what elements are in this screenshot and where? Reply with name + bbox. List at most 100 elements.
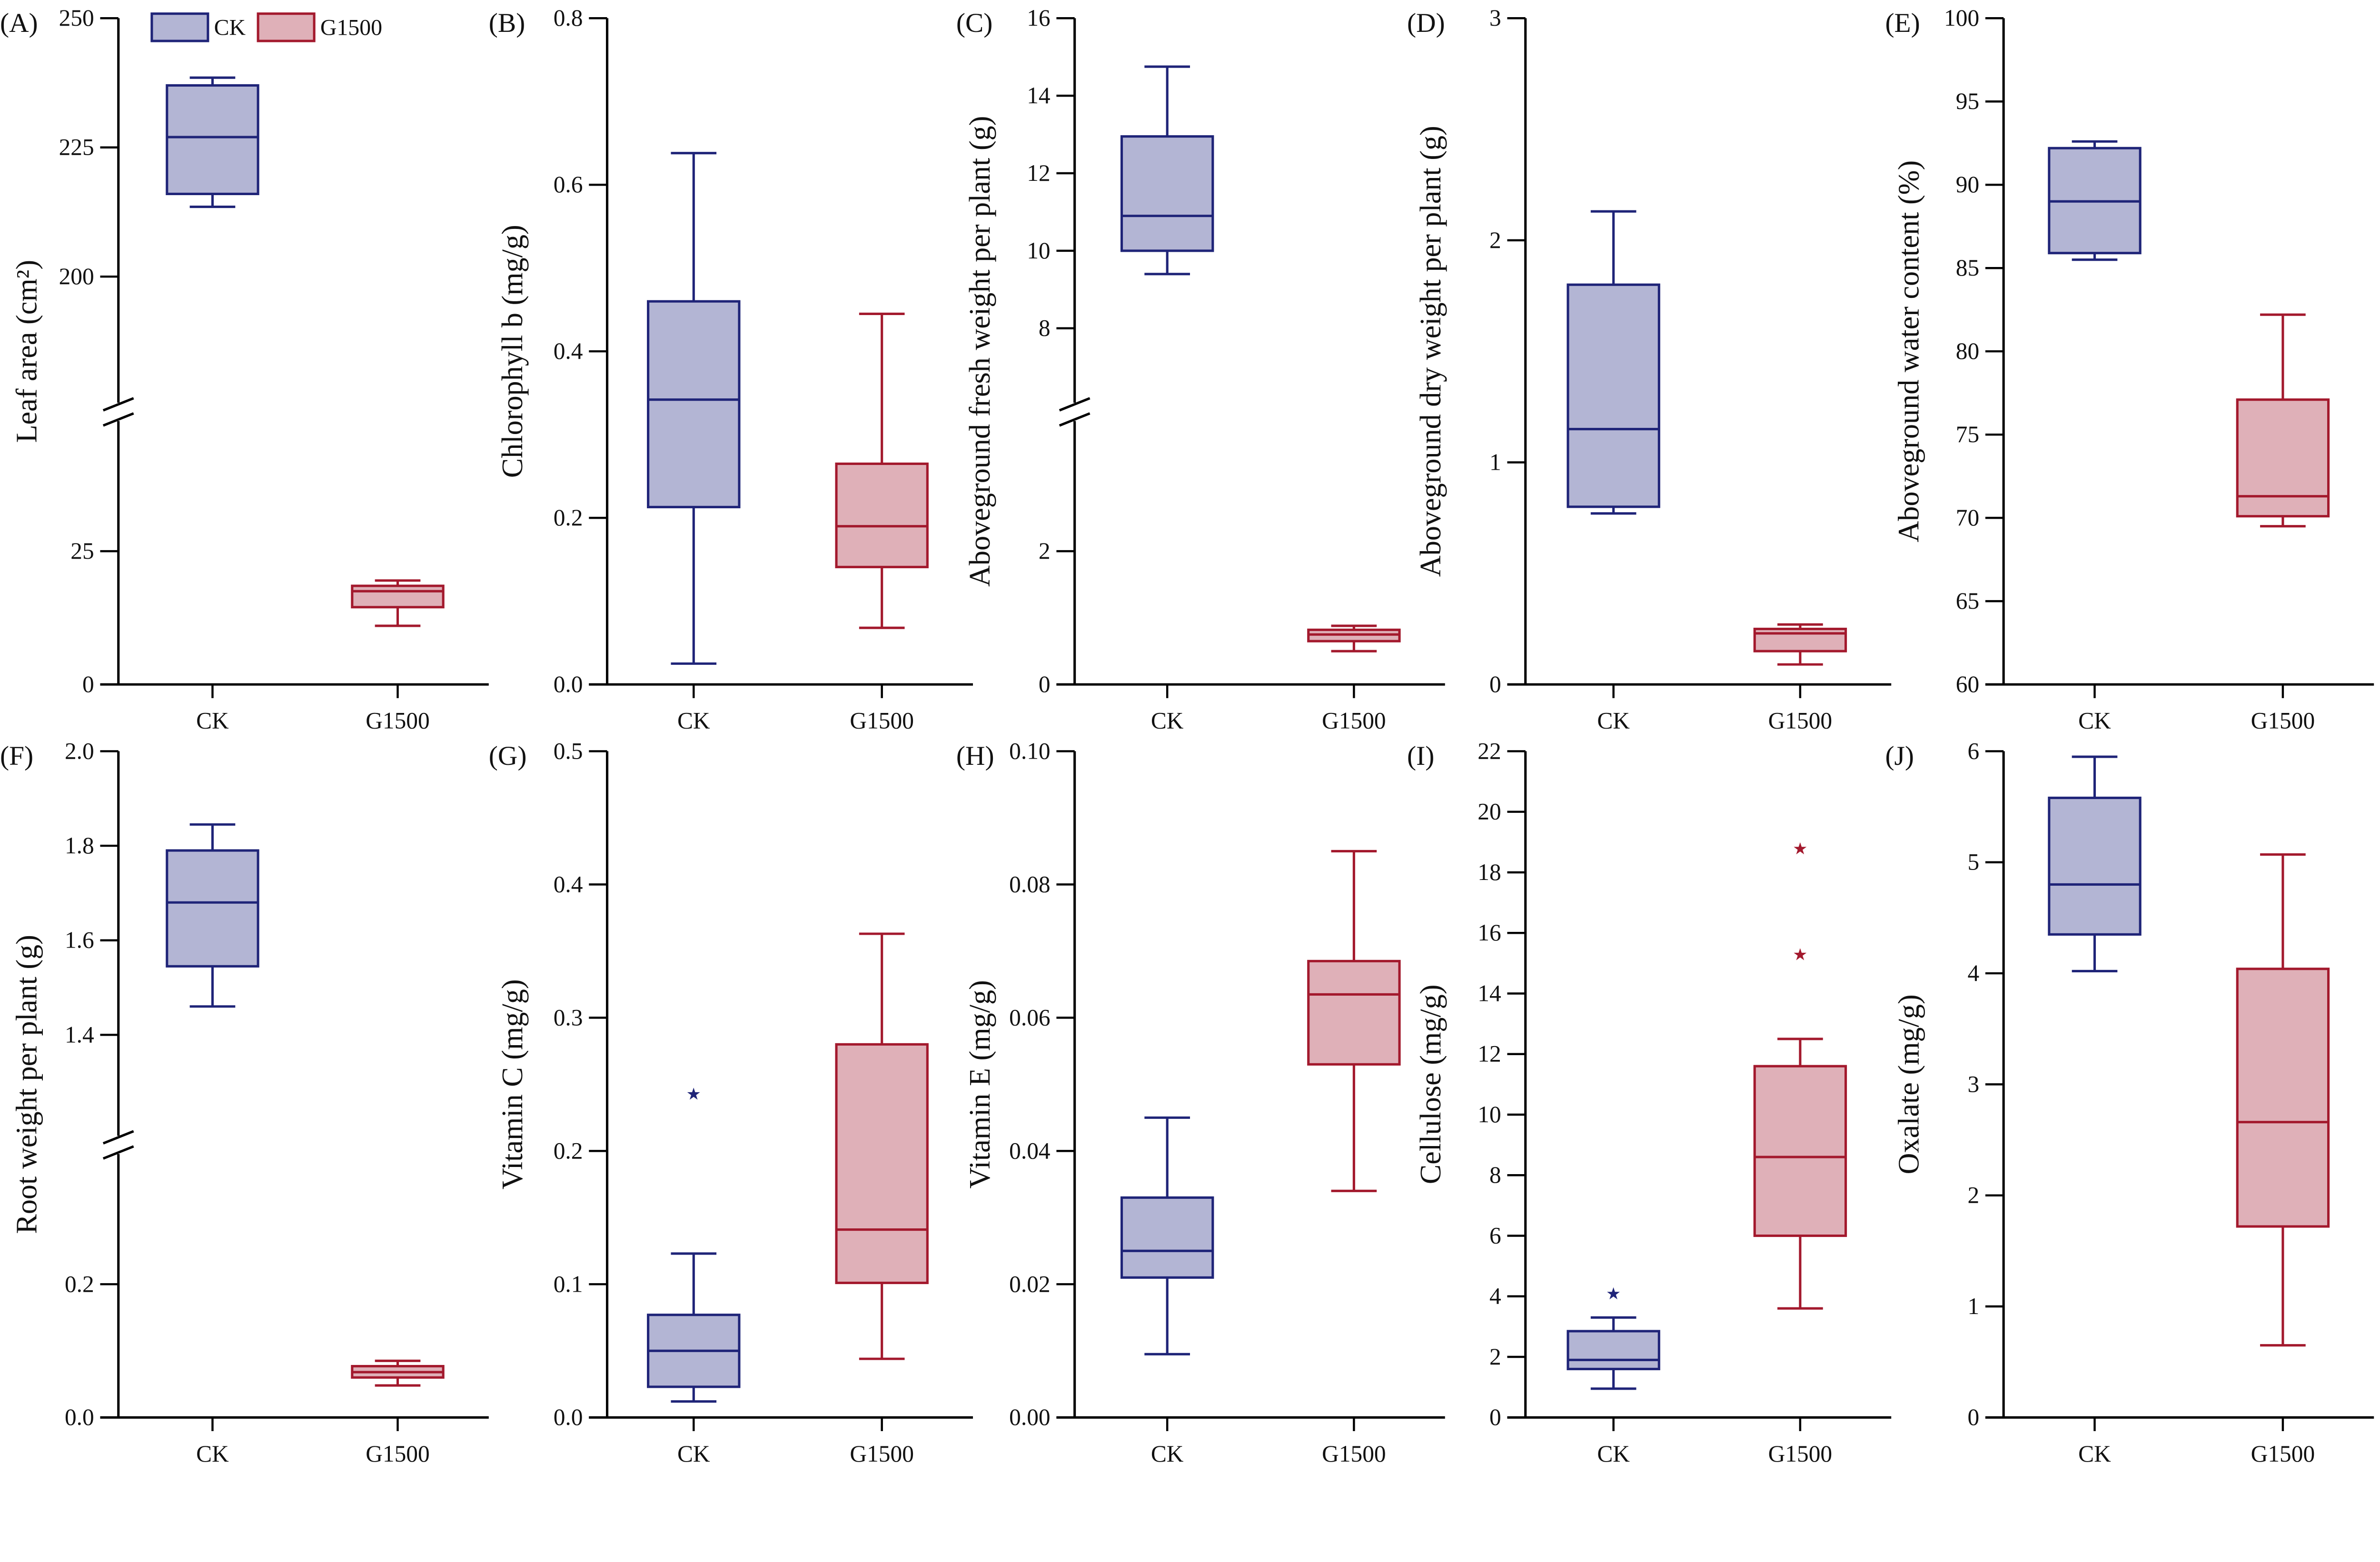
y-tick-label: 16	[1027, 5, 1050, 31]
outlier-star: ★	[1606, 1285, 1621, 1303]
y-axis-label: Root weight per plant (g)	[11, 935, 43, 1234]
box-iqr	[1567, 283, 1660, 508]
y-tick-label: 0.2	[554, 1137, 583, 1164]
box-iqr	[1753, 1065, 1847, 1237]
x-tick-label: CK	[1597, 708, 1630, 734]
x-tick-label: G1500	[1322, 1441, 1386, 1466]
panel-label: (A)	[0, 8, 38, 38]
legend-label-g1500: G1500	[320, 15, 382, 40]
y-tick-label: 5	[1967, 849, 1979, 875]
panel-i: 0 2 4 6 8 10 12 14 16 18 20 22 (I) Cellulose (mg/g) CK…	[1407, 738, 1892, 1466]
y-tick-label: 75	[1956, 421, 1979, 447]
legend: CK G1500	[150, 12, 382, 42]
y-axis-label: Chlorophyll b (mg/g)	[496, 225, 529, 478]
y-tick-label: 80	[1956, 338, 1979, 364]
y-tick-label: 0.0	[554, 671, 583, 697]
y-tick-label: 100	[1944, 5, 1979, 31]
axis-break-mark	[102, 412, 134, 427]
y-tick-label: 65	[1956, 588, 1979, 614]
y-tick-label: 0.6	[554, 171, 583, 198]
box-iqr	[166, 849, 259, 968]
x-tick-label: CK	[1151, 708, 1184, 734]
box-iqr	[166, 84, 259, 196]
x-tick-label: G1500	[366, 708, 429, 734]
x-tick-label: CK	[1597, 1441, 1630, 1466]
box-iqr	[351, 584, 445, 609]
y-tick-label: 95	[1956, 88, 1979, 114]
x-tick-label: CK	[196, 1441, 229, 1466]
y-tick-label: 0	[1967, 1404, 1979, 1430]
box-iqr	[2236, 398, 2330, 518]
box-iqr	[1120, 1196, 1214, 1279]
y-tick-label: 250	[59, 5, 94, 31]
x-tick-label: CK	[1151, 1441, 1184, 1466]
y-tick-label: 2	[1039, 538, 1051, 564]
y-tick-label: 25	[70, 538, 94, 564]
axis-break-mark	[102, 397, 134, 412]
y-tick-label: 85	[1956, 255, 1979, 281]
y-tick-label: 200	[59, 263, 94, 289]
y-tick-label: 0.5	[554, 738, 583, 764]
y-tick-label: 0.08	[1009, 871, 1050, 897]
panel-label: (I)	[1407, 741, 1434, 771]
y-tick-label: 2	[1967, 1182, 1979, 1208]
y-axis-label: Aboveground dry weight per plant (g)	[1415, 126, 1447, 577]
x-tick-label: CK	[196, 708, 229, 734]
x-tick-label: G1500	[850, 708, 914, 734]
box-g1500	[351, 579, 445, 627]
x-tick-label: G1500	[1322, 708, 1386, 734]
y-tick-label: 6	[1967, 738, 1979, 764]
y-tick-label: 4	[1489, 1283, 1501, 1309]
box-g1500	[2236, 853, 2330, 1347]
legend-swatch-ck	[150, 12, 209, 42]
y-tick-label: 10	[1478, 1101, 1501, 1127]
y-tick-label: 2	[1489, 1344, 1501, 1370]
box-iqr	[1567, 1330, 1660, 1371]
box-ck	[1567, 210, 1660, 515]
y-tick-label: 0.0	[65, 1404, 94, 1430]
y-tick-label: 0.04	[1009, 1137, 1050, 1164]
box-g1500	[1307, 624, 1401, 652]
panel-d: 0 1 2 3 (D) Aboveground dry weight per plant …	[1407, 5, 1892, 734]
panel-label: (G)	[489, 741, 527, 771]
box-g1500: ★★	[1753, 840, 1847, 1310]
box-iqr	[1307, 959, 1401, 1066]
box-ck: ★	[647, 1085, 741, 1403]
panel-label: (E)	[1885, 8, 1920, 38]
panel-c: 0 2 8 10 12 14 16 (C) Aboveground fresh weight p…	[956, 5, 1445, 734]
axis-break-mark	[102, 1145, 134, 1160]
y-tick-label: 225	[59, 134, 94, 160]
x-tick-label: CK	[677, 708, 710, 734]
box-g1500	[1307, 850, 1401, 1192]
y-tick-label: 0	[1489, 1404, 1501, 1430]
panel-label: (B)	[489, 8, 525, 38]
box-iqr	[1120, 135, 1214, 252]
y-tick-label: 0.4	[554, 338, 583, 364]
box-ck	[166, 76, 259, 208]
outlier-star: ★	[1793, 946, 1807, 964]
y-tick-label: 2	[1489, 227, 1501, 253]
y-tick-label: 1.8	[65, 832, 94, 859]
x-tick-label: G1500	[2251, 708, 2315, 734]
panel-label: (F)	[0, 741, 33, 771]
y-tick-label: 18	[1478, 859, 1501, 885]
y-tick-label: 3	[1489, 5, 1501, 31]
y-tick-label: 70	[1956, 504, 1979, 531]
y-tick-label: 4	[1967, 960, 1979, 986]
box-iqr	[647, 300, 741, 508]
y-tick-label: 0	[82, 671, 94, 697]
y-tick-label: 0	[1489, 671, 1501, 697]
y-tick-label: 20	[1478, 799, 1501, 825]
y-tick-label: 22	[1478, 738, 1501, 764]
y-tick-label: 12	[1027, 160, 1050, 186]
y-tick-label: 0.02	[1009, 1271, 1050, 1297]
y-tick-label: 1.4	[65, 1021, 94, 1048]
box-g1500	[835, 932, 929, 1360]
box-iqr	[835, 1043, 929, 1285]
axis-break-mark	[102, 1130, 134, 1145]
x-tick-label: G1500	[1768, 1441, 1832, 1466]
y-tick-label: 16	[1478, 919, 1501, 946]
x-tick-label: CK	[2078, 1441, 2111, 1466]
panel-b: 0.0 0.2 0.4 0.6 0.8 (B) Chlorophyll b (mg/g) CK…	[489, 5, 973, 734]
y-axis-label: Vitamin C (mg/g)	[496, 979, 529, 1189]
